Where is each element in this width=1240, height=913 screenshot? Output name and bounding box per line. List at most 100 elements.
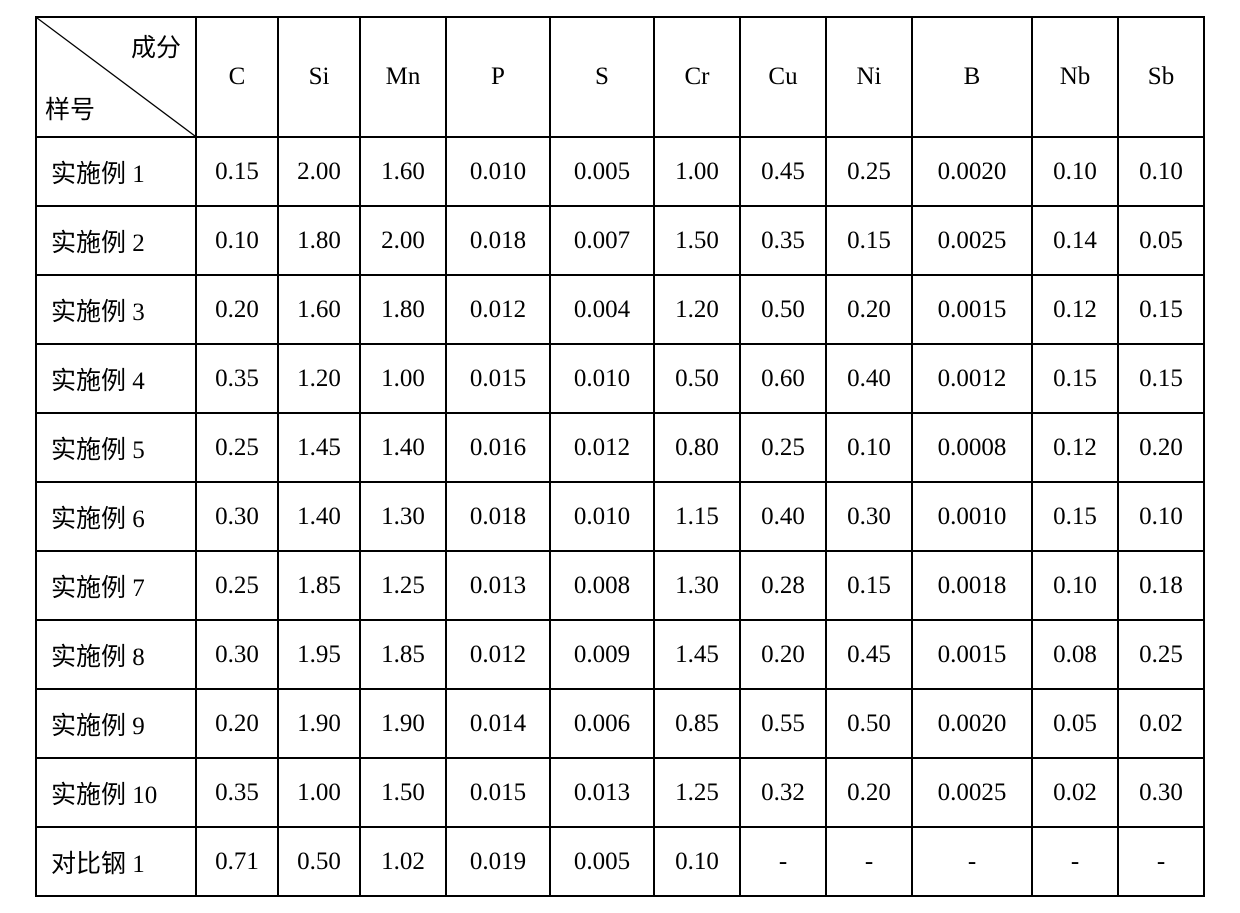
- table-row: 实施例 50.251.451.400.0160.0120.800.250.100…: [36, 413, 1204, 482]
- data-cell: 0.018: [446, 206, 550, 275]
- diagonal-header-cell: 成分样号: [36, 17, 196, 137]
- data-cell: 1.60: [360, 137, 446, 206]
- data-cell: 0.12: [1032, 413, 1118, 482]
- data-cell: 1.00: [360, 344, 446, 413]
- column-header: B: [912, 17, 1032, 137]
- data-cell: 0.20: [1118, 413, 1204, 482]
- data-cell: 0.012: [446, 620, 550, 689]
- data-cell: 0.40: [826, 344, 912, 413]
- column-header: Sb: [1118, 17, 1204, 137]
- data-cell: 0.30: [826, 482, 912, 551]
- data-cell: 1.50: [654, 206, 740, 275]
- table-row: 对比钢 10.710.501.020.0190.0050.10-----: [36, 827, 1204, 896]
- data-cell: 0.0015: [912, 620, 1032, 689]
- row-label: 实施例 7: [36, 551, 196, 620]
- data-cell: 0.85: [654, 689, 740, 758]
- table-row: 实施例 20.101.802.000.0180.0071.500.350.150…: [36, 206, 1204, 275]
- data-cell: 0.25: [196, 551, 278, 620]
- data-cell: 0.30: [196, 482, 278, 551]
- row-label: 实施例 3: [36, 275, 196, 344]
- column-header: Mn: [360, 17, 446, 137]
- data-cell: 1.85: [278, 551, 360, 620]
- composition-table: 成分样号CSiMnPSCrCuNiBNbSb实施例 10.152.001.600…: [35, 16, 1205, 897]
- row-label: 实施例 6: [36, 482, 196, 551]
- data-cell: 0.15: [826, 551, 912, 620]
- data-cell: 1.60: [278, 275, 360, 344]
- data-cell: 0.20: [196, 689, 278, 758]
- data-cell: 1.40: [278, 482, 360, 551]
- data-cell: 0.10: [1118, 137, 1204, 206]
- row-label: 实施例 4: [36, 344, 196, 413]
- data-cell: 0.80: [654, 413, 740, 482]
- column-header: S: [550, 17, 654, 137]
- data-cell: 0.013: [550, 758, 654, 827]
- data-cell: -: [826, 827, 912, 896]
- diag-header-top: 成分: [131, 28, 181, 64]
- data-cell: 0.02: [1118, 689, 1204, 758]
- data-cell: 0.018: [446, 482, 550, 551]
- data-cell: 0.004: [550, 275, 654, 344]
- table-row: 实施例 100.351.001.500.0150.0131.250.320.20…: [36, 758, 1204, 827]
- data-cell: 1.80: [360, 275, 446, 344]
- data-cell: 0.0025: [912, 758, 1032, 827]
- data-cell: 0.30: [196, 620, 278, 689]
- data-cell: 0.012: [446, 275, 550, 344]
- data-cell: 0.010: [446, 137, 550, 206]
- data-cell: 1.25: [654, 758, 740, 827]
- data-cell: 0.25: [740, 413, 826, 482]
- data-cell: 0.008: [550, 551, 654, 620]
- table-row: 实施例 60.301.401.300.0180.0101.150.400.300…: [36, 482, 1204, 551]
- data-cell: 0.0025: [912, 206, 1032, 275]
- data-cell: 1.00: [278, 758, 360, 827]
- data-cell: 1.20: [278, 344, 360, 413]
- column-header: Ni: [826, 17, 912, 137]
- column-header: Si: [278, 17, 360, 137]
- data-cell: 0.55: [740, 689, 826, 758]
- column-header: C: [196, 17, 278, 137]
- data-cell: -: [740, 827, 826, 896]
- data-cell: 0.05: [1118, 206, 1204, 275]
- data-cell: -: [1118, 827, 1204, 896]
- data-cell: 0.015: [446, 758, 550, 827]
- data-cell: 0.10: [196, 206, 278, 275]
- data-cell: 0.40: [740, 482, 826, 551]
- row-label: 实施例 1: [36, 137, 196, 206]
- table-row: 实施例 70.251.851.250.0130.0081.300.280.150…: [36, 551, 1204, 620]
- data-cell: 0.32: [740, 758, 826, 827]
- table-row: 实施例 30.201.601.800.0120.0041.200.500.200…: [36, 275, 1204, 344]
- row-label: 实施例 10: [36, 758, 196, 827]
- data-cell: 0.0008: [912, 413, 1032, 482]
- data-cell: 1.95: [278, 620, 360, 689]
- data-cell: 1.90: [360, 689, 446, 758]
- data-cell: 0.0010: [912, 482, 1032, 551]
- data-cell: 0.02: [1032, 758, 1118, 827]
- data-cell: 0.15: [1118, 344, 1204, 413]
- column-header: Cr: [654, 17, 740, 137]
- row-label: 对比钢 1: [36, 827, 196, 896]
- data-cell: 0.10: [1032, 137, 1118, 206]
- data-cell: 0.010: [550, 344, 654, 413]
- row-label: 实施例 9: [36, 689, 196, 758]
- data-cell: 0.35: [196, 758, 278, 827]
- table-row: 实施例 90.201.901.900.0140.0060.850.550.500…: [36, 689, 1204, 758]
- row-label: 实施例 5: [36, 413, 196, 482]
- data-cell: 0.20: [196, 275, 278, 344]
- data-cell: 0.005: [550, 137, 654, 206]
- data-cell: 1.45: [654, 620, 740, 689]
- data-cell: 0.28: [740, 551, 826, 620]
- data-cell: 0.013: [446, 551, 550, 620]
- row-label: 实施例 2: [36, 206, 196, 275]
- data-cell: 0.0018: [912, 551, 1032, 620]
- data-cell: 1.20: [654, 275, 740, 344]
- diag-header-bottom: 样号: [45, 90, 95, 126]
- data-cell: 1.02: [360, 827, 446, 896]
- data-cell: 0.50: [826, 689, 912, 758]
- data-cell: 0.15: [826, 206, 912, 275]
- data-cell: 0.009: [550, 620, 654, 689]
- data-cell: 0.0020: [912, 137, 1032, 206]
- data-cell: 1.90: [278, 689, 360, 758]
- data-cell: 0.71: [196, 827, 278, 896]
- data-cell: 1.00: [654, 137, 740, 206]
- data-cell: 1.30: [654, 551, 740, 620]
- data-cell: 1.80: [278, 206, 360, 275]
